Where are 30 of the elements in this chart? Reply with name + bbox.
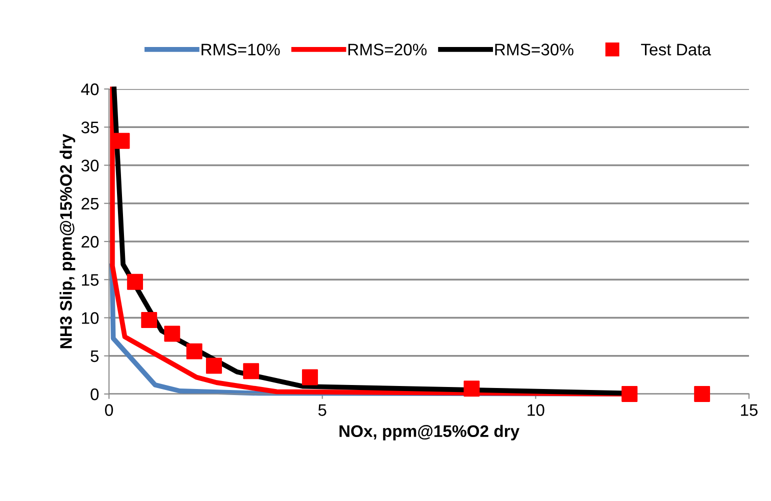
point [114, 132, 130, 149]
y-tick-label: 10 [82, 312, 99, 324]
point [464, 380, 480, 397]
y-tick-label: 40 [81, 83, 99, 96]
point [186, 343, 202, 360]
point [302, 369, 318, 386]
x-tick-label: 10 [528, 404, 544, 416]
y-tick-label: 15 [82, 274, 99, 286]
point [243, 363, 260, 380]
legend-label: RMS=20% [348, 44, 427, 56]
point [127, 274, 144, 290]
y-tick-label: 5 [90, 350, 99, 362]
legend-label: RMS=10% [202, 44, 280, 56]
legend-label: Test Data [641, 44, 712, 56]
x-axis-title: NOx, ppm@15%O2 dry [340, 424, 520, 440]
x-tick-label: 0 [105, 404, 113, 416]
legend-label: RMS=30% [495, 44, 574, 56]
x-tick-label: 5 [318, 404, 326, 416]
point [694, 386, 710, 402]
point [164, 326, 180, 342]
point [622, 386, 638, 402]
y-tick-label: 30 [81, 160, 99, 172]
y-tick-label: 20 [82, 236, 99, 248]
y-tick-label: 25 [82, 198, 99, 210]
point [206, 358, 222, 374]
point [141, 312, 158, 328]
y-tick-label: 0 [90, 388, 99, 400]
y-axis-title: NH3 Slip, ppm@15%O2 dry [60, 134, 76, 348]
y-tick-label: 35 [81, 122, 99, 134]
x-tick-label: 15 [741, 404, 758, 416]
